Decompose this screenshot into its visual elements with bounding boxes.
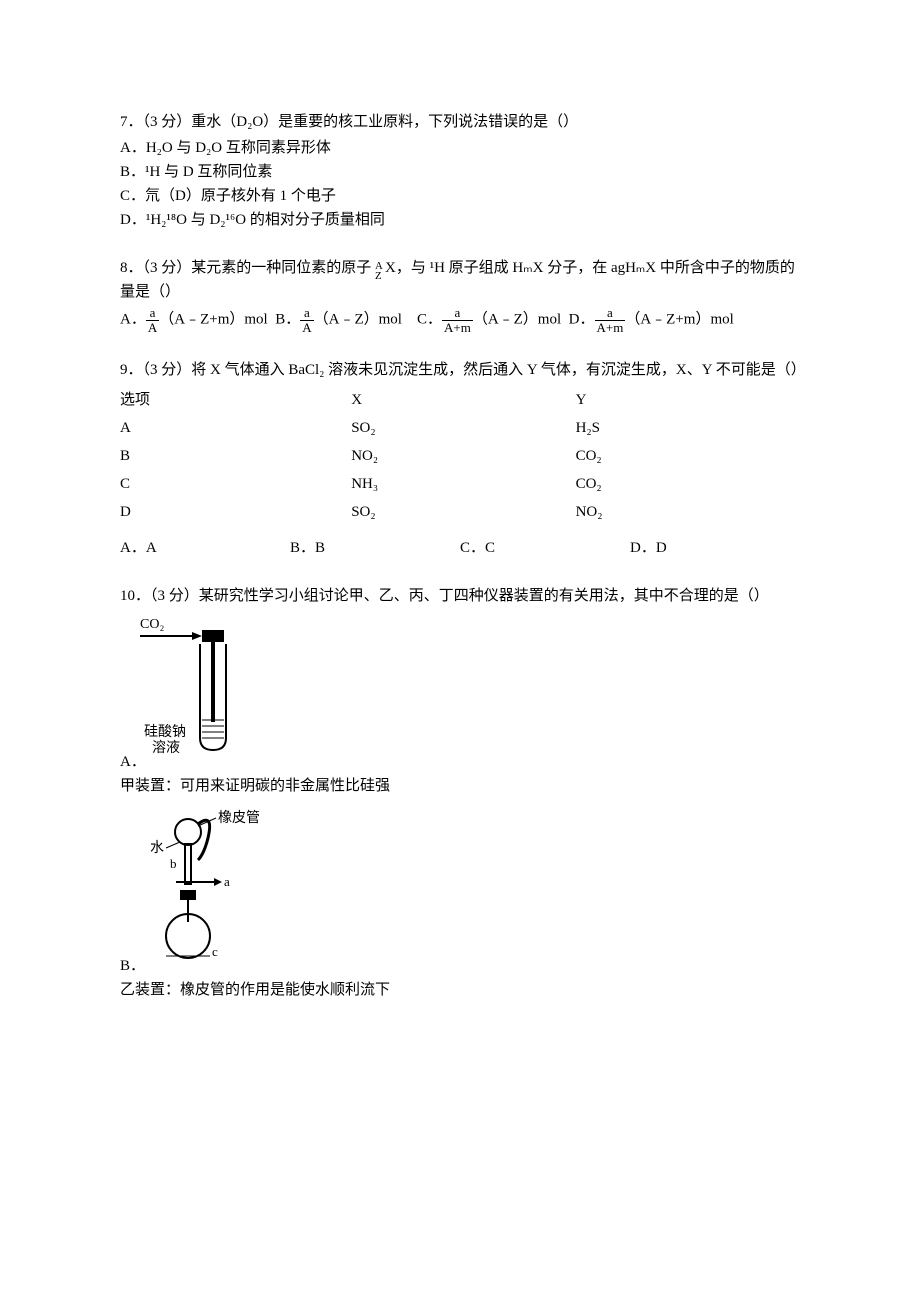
q8-d-fraction: aA+m [595, 306, 626, 334]
q8-b-fraction: aA [300, 306, 313, 334]
question-10: 10．（3 分）某研究性学习小组讨论甲、乙、丙、丁四种仪器装置的有关用法，其中不… [120, 584, 800, 1002]
q8-option-b: B．aA（A﹣Z）mol [268, 306, 402, 334]
water-label: 水 [150, 840, 164, 856]
q9-opt-c: C．C [460, 536, 630, 560]
device-jia-icon: CO₂ 硅酸钠 溶液 [120, 610, 270, 760]
q9-stem-text: 9．（3 分）将 X 气体通入 BaCl₂ 溶液未见沉淀生成，然后通入 Y 气体… [120, 362, 806, 378]
q9-th-y: Y [576, 386, 800, 414]
sodium-silicate-label-2: 溶液 [152, 740, 180, 756]
q9-r0-c3: H₂S [576, 414, 800, 442]
q7-c-text: C．氘（D）原子核外有 1 个电子 [120, 188, 336, 204]
table-row: D SO₂ NO₂ [120, 498, 800, 526]
q9-table-header: 选项 X Y [120, 386, 800, 414]
question-8: 8．（3 分）某元素的一种同位素的原子 AZX，与 ¹H 原子组成 HₘX 分子… [120, 256, 800, 334]
q8-a-den: A [146, 321, 159, 335]
co2-label: CO₂ [140, 617, 164, 632]
q7-option-c: C．氘（D）原子核外有 1 个电子 [120, 184, 800, 208]
q10-b-desc: 乙装置：橡皮管的作用是能使水顺利流下 [120, 978, 800, 1002]
q9-r1-c1: B [120, 442, 351, 470]
q8-c-pre: C． [417, 312, 442, 328]
sodium-silicate-label-1: 硅酸钠 [144, 724, 186, 740]
q8-c-den: A+m [442, 321, 473, 335]
q9-th-x: X [351, 386, 575, 414]
q8-d-num: a [595, 306, 626, 321]
q10-b-letter: B． [120, 954, 145, 978]
q8-c-fraction: aA+m [442, 306, 473, 334]
q10-option-a-block: CO₂ 硅酸钠 溶液 A． [120, 610, 800, 774]
table-row: A SO₂ H₂S [120, 414, 800, 442]
question-7: 7．（3 分）重水（D₂O）是重要的核工业原料，下列说法错误的是（） A．H₂O… [120, 110, 800, 232]
q8-option-a: A．aA（A﹣Z+m）mol [120, 306, 268, 334]
q9-r3-c2: SO₂ [351, 498, 575, 526]
q10-b-figure: 橡皮管 水 b a [120, 804, 290, 972]
q8-d-den: A+m [595, 321, 626, 335]
q8-d-pre: D． [569, 312, 595, 328]
q9-table: 选项 X Y A SO₂ H₂S B NO₂ CO₂ C NH₃ CO₂ D S… [120, 386, 800, 526]
q8-option-c: C．aA+m（A﹣Z）mol [402, 306, 561, 334]
q9-stem: 9．（3 分）将 X 气体通入 BaCl₂ 溶液未见沉淀生成，然后通入 Y 气体… [120, 358, 800, 382]
q8-a-post: （A﹣Z+m）mol [159, 312, 267, 328]
q8-option-d: D．aA+m（A﹣Z+m）mol [561, 306, 734, 334]
q9-r1-c2: NO₂ [351, 442, 575, 470]
q7-option-a: A．H₂O 与 D₂O 互称同素异形体 [120, 136, 800, 160]
q9-answer-options: A．A B．B C．C D．D [120, 536, 800, 560]
q9-r2-c2: NH₃ [351, 470, 575, 498]
q9-r1-c3: CO₂ [576, 442, 800, 470]
q10-a-figure: CO₂ 硅酸钠 溶液 [120, 610, 270, 768]
q8-d-post: （A﹣Z+m）mol [625, 312, 733, 328]
q10-stem: 10．（3 分）某研究性学习小组讨论甲、乙、丙、丁四种仪器装置的有关用法，其中不… [120, 584, 800, 608]
q9-opt-d: D．D [630, 536, 800, 560]
q7-d-text: D．¹H₂¹⁸O 与 D₂¹⁶O 的相对分子质量相同 [120, 212, 385, 228]
q7-stem-text: 7．（3 分）重水（D₂O）是重要的核工业原料，下列说法错误的是（） [120, 114, 578, 130]
a-label: a [224, 874, 230, 889]
q8-options: A．aA（A﹣Z+m）mol B．aA（A﹣Z）mol C．aA+m（A﹣Z）m… [120, 306, 800, 334]
q10-option-b-block: 橡皮管 水 b a [120, 804, 800, 978]
table-row: C NH₃ CO₂ [120, 470, 800, 498]
q9-r0-c2: SO₂ [351, 414, 575, 442]
table-row: B NO₂ CO₂ [120, 442, 800, 470]
c-label: c [212, 944, 218, 959]
q10-stem-text: 10．（3 分）某研究性学习小组讨论甲、乙、丙、丁四种仪器装置的有关用法，其中不… [120, 588, 769, 604]
q8-a-fraction: aA [146, 306, 159, 334]
q7-option-b: B．¹H 与 D 互称同位素 [120, 160, 800, 184]
q8-b-pre: B． [275, 312, 300, 328]
q9-opt-a: A．A [120, 536, 290, 560]
q8-stem-pre: 8．（3 分）某元素的一种同位素的原子 [120, 260, 375, 276]
q9-r2-c1: C [120, 470, 351, 498]
q8-b-num: a [300, 306, 313, 321]
q8-stem: 8．（3 分）某元素的一种同位素的原子 AZX，与 ¹H 原子组成 HₘX 分子… [120, 256, 800, 304]
q7-a-text: A．H₂O 与 D₂O 互称同素异形体 [120, 140, 331, 156]
q9-r3-c1: D [120, 498, 351, 526]
q9-th-option: 选项 [120, 386, 351, 414]
q8-b-den: A [300, 321, 313, 335]
q9-opt-b: B．B [290, 536, 460, 560]
q8-b-post: （A﹣Z）mol [314, 312, 402, 328]
device-yi-icon: 橡皮管 水 b a [120, 804, 290, 964]
rubber-tube-label: 橡皮管 [218, 810, 260, 826]
q7-b-text: B．¹H 与 D 互称同位素 [120, 164, 272, 180]
q7-stem: 7．（3 分）重水（D₂O）是重要的核工业原料，下列说法错误的是（） [120, 110, 800, 134]
q9-r2-c3: CO₂ [576, 470, 800, 498]
q10-a-letter: A． [120, 750, 146, 774]
b-label: b [170, 856, 177, 871]
question-9: 9．（3 分）将 X 气体通入 BaCl₂ 溶液未见沉淀生成，然后通入 Y 气体… [120, 358, 800, 560]
q8-a-pre: A． [120, 312, 146, 328]
q9-r0-c1: A [120, 414, 351, 442]
q8-c-num: a [442, 306, 473, 321]
q9-r3-c3: NO₂ [576, 498, 800, 526]
q10-a-desc: 甲装置：可用来证明碳的非金属性比硅强 [120, 774, 800, 798]
q8-a-num: a [146, 306, 159, 321]
q7-option-d: D．¹H₂¹⁸O 与 D₂¹⁶O 的相对分子质量相同 [120, 208, 800, 232]
q8-c-post: （A﹣Z）mol [473, 312, 561, 328]
